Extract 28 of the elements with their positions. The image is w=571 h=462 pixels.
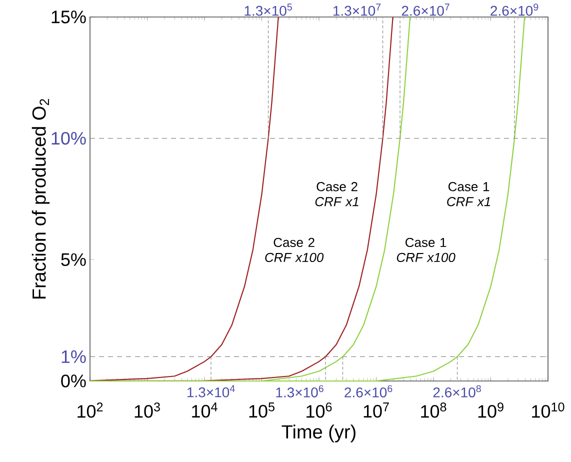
x-tick-label: 10$^{4}$ [192, 402, 218, 418]
annotation: 2.6×10$^{9}$ [490, 4, 538, 16]
annotation: 2.6×10$^{6}$ [344, 385, 392, 398]
y-tick-label: 5% [61, 253, 86, 266]
y-tick-label: 1% [62, 350, 86, 364]
x-tick-label: 10$^{3}$ [134, 402, 160, 418]
annotation: 2.6×10$^{8}$ [433, 385, 481, 398]
series-label: Case 2 CRF x100 [265, 238, 324, 262]
x-tick-label: 10$^{8}$ [421, 402, 446, 418]
series-label: Case 1 CRF x1 [447, 182, 490, 206]
annotation: 2.6×10$^{7}$ [402, 4, 450, 16]
annotation: 1.3×10$^{6}$ [276, 385, 324, 398]
y-tick-label: 15% [52, 10, 86, 24]
x-tick-label: 10$^{5}$ [249, 402, 274, 418]
x-tick-label: 10$^{7}$ [364, 402, 389, 418]
annotation: 1.3×10$^{5}$ [244, 4, 292, 16]
x-tick-label: 10$^{9}$ [478, 402, 504, 418]
y-tick-label: 10% [52, 132, 86, 145]
y-axis-title: Fraction of produced O$_{2}$ [32, 99, 50, 299]
annotation: 1.3×10$^{4}$ [188, 385, 235, 398]
series-label: Case 1 CRF x100 [396, 238, 456, 262]
annotation: 1.3×10$^{7}$ [333, 4, 381, 16]
y-tick-label: 0% [61, 374, 86, 388]
x-axis-title: Time (yr) [282, 424, 356, 442]
x-tick-label: 10$^{10}$ [532, 402, 564, 418]
x-tick-label: 10$^{6}$ [306, 402, 332, 418]
series-label: Case 2 CRF x1 [315, 182, 358, 206]
x-tick-label: 10$^{2}$ [78, 402, 103, 418]
